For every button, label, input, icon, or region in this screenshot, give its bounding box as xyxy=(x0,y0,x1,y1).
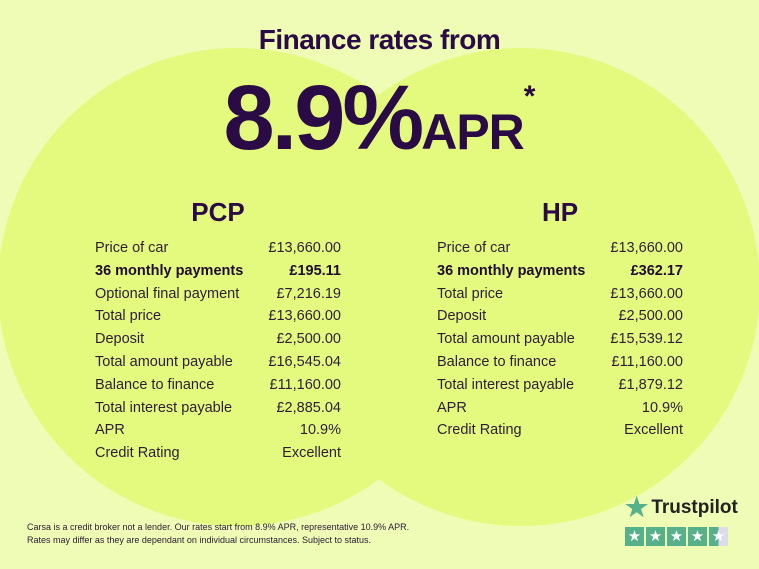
table-row: Total price £13,660.00 xyxy=(437,284,683,307)
table-row: Price of car £13,660.00 xyxy=(95,238,341,261)
row-value: £11,160.00 xyxy=(269,376,342,393)
row-label: 36 monthly payments xyxy=(437,262,586,279)
table-row: APR 10.9% xyxy=(95,420,341,443)
row-label: Balance to finance xyxy=(437,353,557,370)
row-label: Total price xyxy=(95,308,162,325)
row-label: Price of car xyxy=(437,240,511,256)
star-icon: ★ xyxy=(646,527,665,546)
row-value: £11,160.00 xyxy=(611,353,684,370)
row-value: £2,500.00 xyxy=(276,331,341,348)
table-row: Deposit £2,500.00 xyxy=(95,329,341,352)
row-value: £2,500.00 xyxy=(618,308,683,325)
row-value: £1,879.12 xyxy=(618,376,683,393)
table-row: Deposit £2,500.00 xyxy=(437,306,683,329)
row-label: Deposit xyxy=(437,308,487,325)
disclaimer-line-1: Carsa is a credit broker not a lender. O… xyxy=(27,522,410,532)
row-value: £13,660.00 xyxy=(610,240,683,256)
headline: Finance rates from xyxy=(258,24,501,55)
row-value: £7,216.19 xyxy=(276,285,341,302)
pcp-heading: PCP xyxy=(191,197,245,227)
table-row: Balance to finance £11,160.00 xyxy=(95,375,341,398)
row-label: Credit Rating xyxy=(95,445,180,462)
table-row: Total amount payable £16,545.04 xyxy=(95,352,341,375)
background-circle-right xyxy=(282,48,759,526)
row-label: APR xyxy=(95,422,125,439)
table-row: 36 monthly payments £195.11 xyxy=(95,261,341,284)
row-value: £13,660.00 xyxy=(610,285,683,302)
row-value: 10.9% xyxy=(299,422,341,439)
trustpilot-rating: ★ ★ ★ ★ ★ xyxy=(625,527,735,546)
table-row: APR 10.9% xyxy=(437,398,683,421)
disclaimer: Carsa is a credit broker not a lender. O… xyxy=(27,521,409,547)
table-row: Price of car £13,660.00 xyxy=(437,238,683,261)
row-label: Deposit xyxy=(95,331,145,348)
row-label: Total amount payable xyxy=(95,353,233,370)
pcp-table: Price of car £13,660.00 36 monthly payment… xyxy=(95,238,341,466)
row-label: Price of car xyxy=(95,240,169,256)
row-label: Balance to finance xyxy=(95,376,215,393)
disclaimer-line-2: Rates may differ as they are dependant o… xyxy=(27,535,372,545)
table-row: Credit Rating Excellent xyxy=(95,443,341,466)
row-label: 36 monthly payments xyxy=(95,262,244,279)
trustpilot-badge[interactable]: ★ Trustpilot ★ ★ ★ ★ ★ xyxy=(625,492,738,546)
star-icon: ★ xyxy=(688,527,707,546)
row-value: £362.17 xyxy=(630,262,683,279)
rate-suffix: APR xyxy=(421,104,525,160)
table-row: Credit Rating Excellent xyxy=(437,420,683,443)
star-icon: ★ xyxy=(625,527,644,546)
table-row: Total interest payable £2,885.04 xyxy=(95,398,341,421)
row-label: Credit Rating xyxy=(437,422,522,439)
row-value: 10.9% xyxy=(641,399,683,416)
row-label: Total price xyxy=(437,285,504,302)
row-label: Total interest payable xyxy=(95,399,233,416)
row-value: £13,660.00 xyxy=(268,240,341,256)
row-value: £16,545.04 xyxy=(268,353,341,370)
table-row: Total amount payable £15,539.12 xyxy=(437,329,683,352)
table-row: Optional final payment £7,216.19 xyxy=(95,284,341,307)
hp-table: Price of car £13,660.00 36 monthly payment… xyxy=(437,238,683,443)
hp-heading: HP xyxy=(541,197,579,227)
trustpilot-logo: ★ Trustpilot xyxy=(625,492,738,523)
star-icon: ★ xyxy=(709,527,728,546)
trustpilot-name: Trustpilot xyxy=(651,496,738,518)
row-label: APR xyxy=(437,399,467,416)
row-value: £15,539.12 xyxy=(610,331,683,348)
rate-display: 8.9%APR* xyxy=(0,66,759,171)
row-label: Total interest payable xyxy=(437,376,575,393)
row-value: £195.11 xyxy=(289,262,341,279)
table-row: Total interest payable £1,879.12 xyxy=(437,375,683,398)
table-row: Total price £13,660.00 xyxy=(95,306,341,329)
row-label: Total amount payable xyxy=(437,331,575,348)
row-value: Excellent xyxy=(624,422,683,439)
table-row: 36 monthly payments £362.17 xyxy=(437,261,683,284)
row-value: £2,885.04 xyxy=(276,399,341,416)
row-value: Excellent xyxy=(282,445,341,462)
star-icon: ★ xyxy=(667,527,686,546)
row-value: £13,660.00 xyxy=(268,308,341,325)
trustpilot-star-icon: ★ xyxy=(625,492,649,522)
rate-value: 8.9% xyxy=(223,67,425,169)
table-row: Balance to finance £11,160.00 xyxy=(437,352,683,375)
row-label: Optional final payment xyxy=(95,285,240,302)
asterisk: * xyxy=(523,80,536,113)
